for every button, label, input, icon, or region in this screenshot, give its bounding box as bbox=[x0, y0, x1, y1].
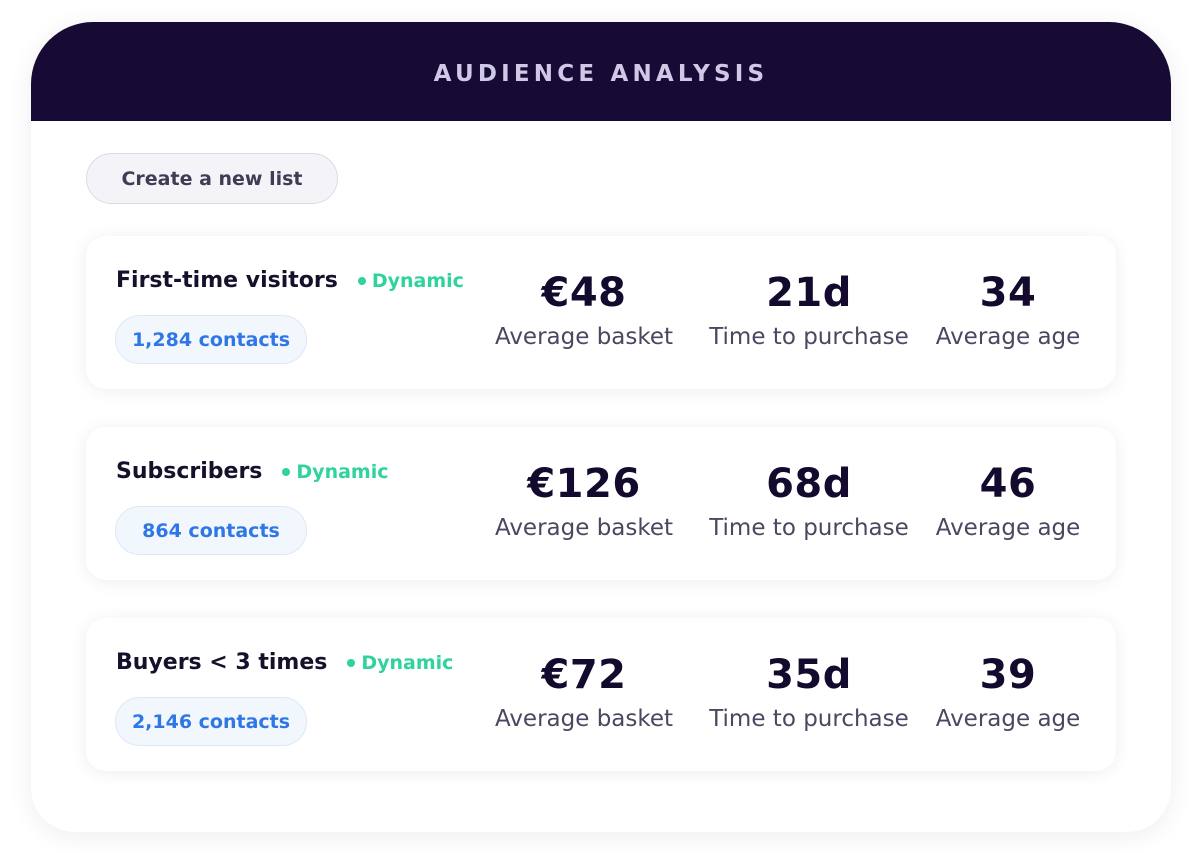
segment-name: Subscribers bbox=[116, 459, 263, 484]
metric-average-basket: €72 Average basket bbox=[479, 646, 689, 734]
metric-average-age: 46 Average age bbox=[923, 455, 1093, 543]
segment-title-row: Buyers < 3 times Dynamic bbox=[116, 650, 453, 675]
status-dot-icon bbox=[282, 467, 291, 476]
segment-name: Buyers < 3 times bbox=[116, 650, 328, 675]
metric-label: Average basket bbox=[494, 515, 674, 541]
metric-value: 39 bbox=[979, 652, 1037, 698]
metric-average-basket: €126 Average basket bbox=[479, 455, 689, 543]
metric-value: €72 bbox=[541, 652, 627, 698]
dynamic-status-tag: Dynamic bbox=[347, 652, 453, 674]
metric-time-to-purchase: 21d Time to purchase bbox=[698, 264, 920, 352]
card-header: AUDIENCE ANALYSIS bbox=[31, 22, 1171, 121]
audience-analysis-card: AUDIENCE ANALYSIS Create a new list Firs… bbox=[31, 22, 1171, 832]
metric-label: Average age bbox=[935, 324, 1081, 350]
dynamic-status-tag: Dynamic bbox=[282, 461, 388, 483]
metric-average-age: 39 Average age bbox=[923, 646, 1093, 734]
metric-value: 21d bbox=[766, 270, 852, 316]
status-dot-icon bbox=[347, 658, 356, 667]
segment-card-subscribers[interactable]: Subscribers Dynamic 864 contacts €126 Av… bbox=[86, 427, 1116, 580]
segment-title-row: Subscribers Dynamic bbox=[116, 459, 388, 484]
segment-name: First-time visitors bbox=[116, 268, 338, 293]
contacts-count-badge[interactable]: 1,284 contacts bbox=[115, 315, 307, 364]
contacts-count-badge[interactable]: 864 contacts bbox=[115, 506, 307, 555]
metric-value: 34 bbox=[979, 270, 1037, 316]
metric-label: Average basket bbox=[494, 324, 674, 350]
metric-value: 68d bbox=[766, 461, 852, 507]
metric-label: Average basket bbox=[494, 706, 674, 732]
segment-title-row: First-time visitors Dynamic bbox=[116, 268, 464, 293]
metric-time-to-purchase: 68d Time to purchase bbox=[698, 455, 920, 543]
metric-average-basket: €48 Average basket bbox=[479, 264, 689, 352]
metric-label: Average age bbox=[935, 515, 1081, 541]
segment-card-first-time-visitors[interactable]: First-time visitors Dynamic 1,284 contac… bbox=[86, 236, 1116, 389]
metric-label: Average age bbox=[935, 706, 1081, 732]
dynamic-status-tag: Dynamic bbox=[357, 269, 464, 292]
segment-card-buyers-under-3-times[interactable]: Buyers < 3 times Dynamic 2,146 contacts … bbox=[86, 618, 1116, 771]
metric-average-age: 34 Average age bbox=[923, 264, 1093, 352]
metric-value: 46 bbox=[979, 461, 1037, 507]
metric-label: Time to purchase bbox=[709, 706, 909, 732]
card-title: AUDIENCE ANALYSIS bbox=[433, 60, 769, 87]
dynamic-status-label: Dynamic bbox=[361, 651, 454, 674]
dynamic-status-label: Dynamic bbox=[296, 460, 389, 483]
metric-value: €48 bbox=[541, 270, 627, 316]
metric-label: Time to purchase bbox=[709, 515, 909, 541]
metric-label: Time to purchase bbox=[709, 324, 909, 350]
create-new-list-button[interactable]: Create a new list bbox=[86, 153, 338, 204]
status-dot-icon bbox=[357, 276, 366, 285]
metric-time-to-purchase: 35d Time to purchase bbox=[698, 646, 920, 734]
metric-value: €126 bbox=[527, 461, 641, 507]
metric-value: 35d bbox=[766, 652, 852, 698]
contacts-count-badge[interactable]: 2,146 contacts bbox=[115, 697, 307, 746]
dynamic-status-label: Dynamic bbox=[371, 269, 464, 292]
